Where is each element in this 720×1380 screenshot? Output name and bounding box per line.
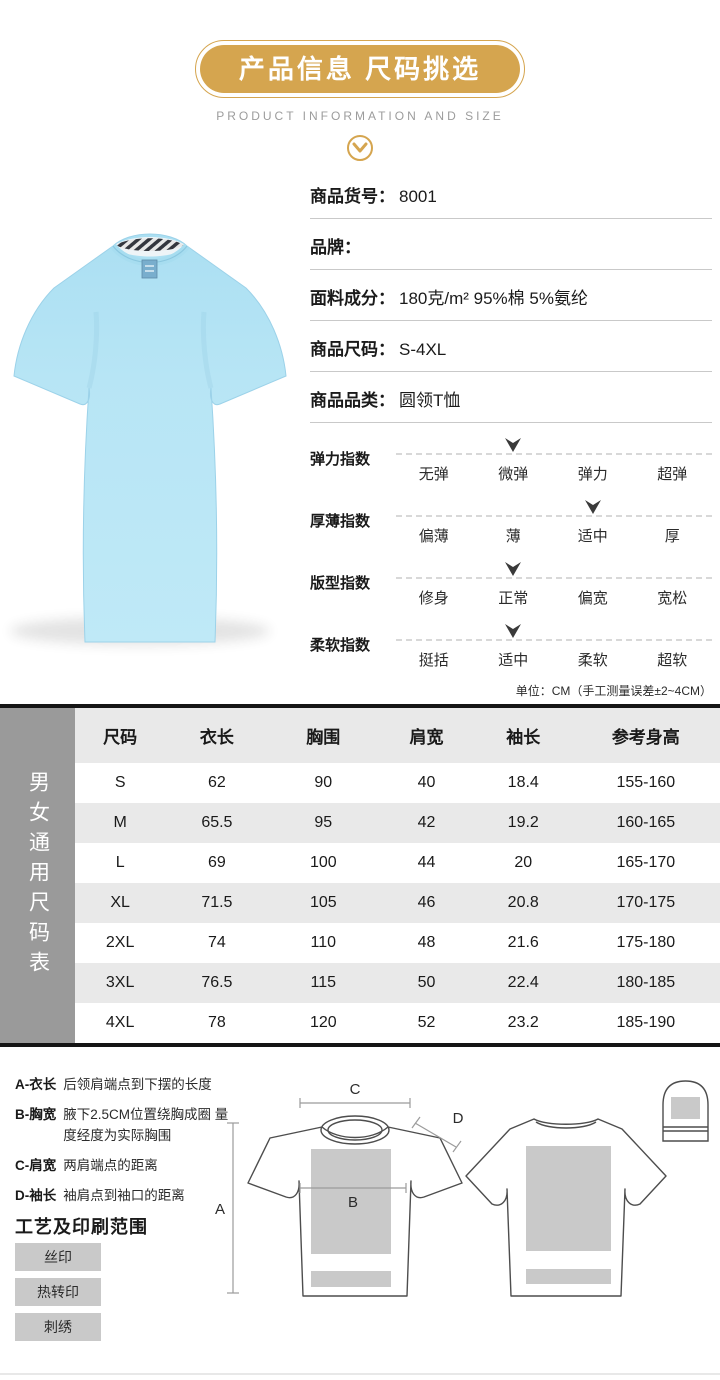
dim-label-b: B [348,1194,358,1211]
table-row: L 69 100 44 20 165-170 [115,854,676,871]
note-sleeve: D-袖长 袖肩点到袖口的距离 [15,1187,185,1203]
craft-button-embroidery[interactable]: 刺绣 [15,1313,101,1341]
info-label: 商品货号： [310,187,395,206]
info-value: S-4XL [399,340,447,359]
craft-title: 工艺及印刷范围 [15,1217,148,1237]
section-header: 产品信息 尺码挑选 PRODUCT INFORMATION AND SIZE [0,0,720,168]
scale-arrow-icon [505,562,522,581]
tshirt-measurement-diagram: C D A B [215,1080,709,1297]
info-label: 品牌： [310,238,361,257]
sleeve-print-area [671,1097,700,1119]
info-label: 商品尺码： [310,340,395,359]
page-title: 产品信息 尺码挑选 [200,45,520,93]
back-hem-print-area [526,1269,611,1284]
front-hem-print-area [311,1271,391,1287]
info-value: 180克/m² 95%棉 5%氨纶 [399,289,588,308]
info-label: 商品品类： [310,391,395,410]
title-banner: 产品信息 尺码挑选 [195,40,525,98]
info-row-category: 商品品类： 圆领T恤 [310,372,712,423]
index-row-thickness: 厚薄指数 偏薄 薄 适中 厚 [310,497,712,559]
scale-arrow-icon [505,438,522,457]
note-chest: B-胸宽 腋下2.5CM位置绕胸成圈 量度经度为实际胸围 [15,1106,229,1143]
craft-button-heat-transfer[interactable]: 热转印 [15,1278,101,1306]
note-length: A-衣长 后领肩端点到下摆的长度 [15,1077,212,1092]
index-row-elasticity: 弹力指数 无弹 微弹 弹力 超弹 [310,435,712,497]
tshirt-photo-illustration [10,233,287,645]
front-print-area [311,1149,391,1254]
info-row-fabric: 面料成分： 180克/m² 95%棉 5%氨纶 [310,270,712,321]
size-table: 男女通用尺码表 尺码 衣长 胸围 肩宽 袖长 参考身高 S 62 90 40 18.4 1… [0,704,720,1047]
product-photo [0,216,300,664]
unit-note: 单位：CM（手工测量误差±2~4CM） [515,684,712,698]
table-row: S 62 90 40 18.4 155-160 [114,774,676,791]
scale-arrow-icon [505,624,522,643]
chevron-down-icon[interactable] [347,135,373,161]
info-row-item-number: 商品货号： 8001 [310,168,712,219]
section-product-info: 商品货号： 8001 品牌： 面料成分： 180克/m² 95%棉 5%氨纶 商… [0,168,720,676]
info-label: 面料成分： [310,289,395,308]
index-row-softness: 柔软指数 挺括 适中 柔软 超软 [310,621,712,683]
table-row: 3XL 76.5 115 50 22.4 180-185 [75,963,720,1003]
size-table-header-row: 尺码 衣长 胸围 肩宽 袖长 参考身高 [75,708,720,763]
back-print-area [526,1146,611,1251]
measure-notes: A-衣长 后领肩端点到下摆的长度 B-胸宽 腋下2.5CM位置绕胸成圈 量度经度… [15,1075,243,1216]
product-info-panel: 商品货号： 8001 品牌： 面料成分： 180克/m² 95%棉 5%氨纶 商… [310,168,712,683]
info-value: 8001 [399,187,437,206]
info-row-brand: 品牌： [310,219,712,270]
dim-label-d: D [453,1110,464,1127]
dim-label-c: C [350,1081,361,1098]
index-row-fit: 版型指数 修身 正常 偏宽 宽松 [310,559,712,621]
dim-label-a: A [215,1201,225,1218]
craft-buttons: 丝印 热转印 刺绣 [15,1243,101,1348]
bottom-divider [0,1373,720,1375]
table-row: 4XL 78 120 52 23.2 185-190 [105,1014,676,1031]
dashed-scale-line [396,639,712,641]
craft-button-silk-print[interactable]: 丝印 [15,1243,101,1271]
section-measurement: A-衣长 后领肩端点到下摆的长度 B-胸宽 腋下2.5CM位置绕胸成圈 量度经度… [0,1061,720,1357]
dashed-scale-line [396,515,712,517]
dashed-scale-line [396,577,712,579]
info-row-sizes: 商品尺码： S-4XL [310,321,712,372]
size-table-grid: 尺码 衣长 胸围 肩宽 袖长 参考身高 S 62 90 40 18.4 155-160 M… [75,708,720,1043]
note-shoulder: C-肩宽 两肩端点的距离 [15,1157,158,1173]
table-row: XL 71.5 105 46 20.8 170-175 [75,883,720,923]
info-value: 圆领T恤 [399,391,461,410]
scale-arrow-icon [584,500,601,519]
page-subtitle: PRODUCT INFORMATION AND SIZE [216,109,504,123]
dashed-scale-line [396,453,712,455]
size-table-side-label: 男女通用尺码表 [0,708,75,1043]
table-row: 2XL 74 110 48 21.6 175-180 [105,934,676,951]
dimension-lines [227,1098,462,1294]
table-row: M 65.5 95 42 19.2 160-165 [75,803,720,843]
